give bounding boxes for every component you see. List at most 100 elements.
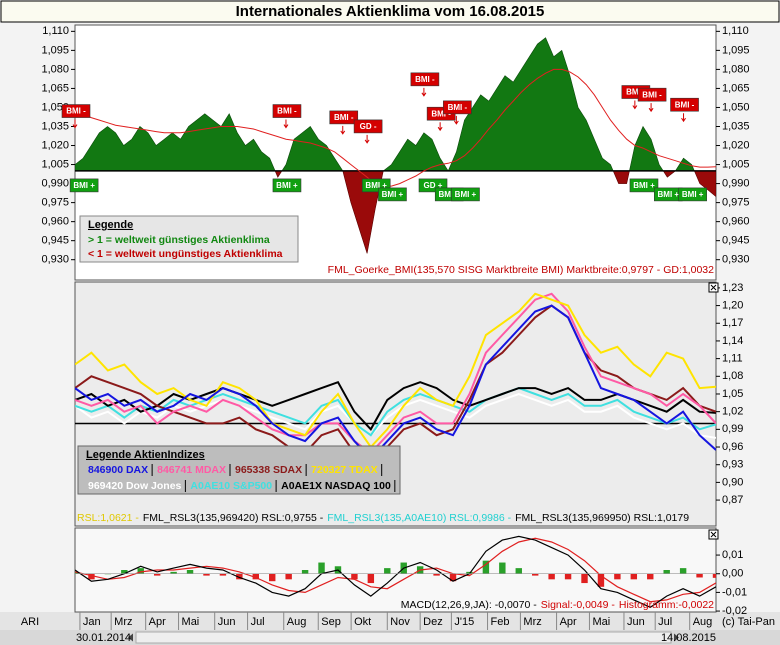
histogram-bar [712, 573, 716, 578]
legend-item: 965338 SDAX [235, 464, 302, 476]
series-line [75, 535, 716, 608]
scroll-track[interactable] [135, 631, 672, 644]
x-tick-label: Aug [693, 616, 713, 628]
x-tick-label: Jul [658, 616, 672, 628]
y-tick-label: 0,975 [722, 197, 750, 209]
legend-item: > 1 = weltweit günstiges Aktienklima [88, 234, 270, 246]
series-line [75, 292, 716, 455]
y-tick-label: 0,945 [722, 235, 750, 247]
y-tick-label: 0,930 [722, 254, 750, 266]
y-tick-label: 1,20 [722, 299, 743, 311]
histogram-bar [630, 573, 638, 580]
y-tick-label: 0,960 [41, 216, 69, 228]
y-tick-label: 1,05 [722, 388, 743, 400]
signal-box [678, 187, 707, 202]
series-line [75, 292, 716, 449]
signal-label: BMI - [626, 88, 646, 97]
y-tick-label: 1,020 [722, 139, 750, 151]
plot-layer [75, 292, 716, 467]
signal-label: BMI + [276, 181, 298, 190]
histogram-bar [449, 573, 457, 582]
area-positive [75, 37, 716, 171]
signal-label: BMI + [438, 190, 460, 199]
range-end: 14.08.2015 [661, 632, 716, 644]
signal-arrow [364, 134, 370, 144]
status-part: MACD(12,26,9,JA): -0,0070 - [401, 599, 537, 611]
y-tick-label: 1,080 [41, 63, 69, 75]
x-tick-label: Dez [423, 616, 443, 628]
x-tick-label: J'15 [454, 616, 474, 628]
y-tick-label: 1,11 [722, 353, 743, 365]
legend-item: 846741 MDAX [157, 464, 226, 476]
signal-arrow [681, 113, 686, 123]
histogram-bar [219, 573, 227, 576]
y-tick-label: -0,02 [722, 605, 747, 617]
y-tick-label: 1,23 [722, 282, 743, 294]
signal-arrow [632, 100, 638, 110]
series-line [75, 537, 716, 603]
signal-label: BMI - [642, 90, 662, 99]
status-part: FML_RSL3(135,969420) RSL:0,9755 - [143, 512, 324, 524]
y-tick-label: 1,17 [722, 317, 743, 329]
legend-item: 846900 DAX [88, 464, 148, 476]
histogram-bar [170, 571, 177, 574]
y-tick-label: 1,005 [722, 158, 750, 170]
y-tick-label: 1,02 [722, 406, 743, 418]
signal-label: BMI + [365, 181, 387, 190]
y-tick-label: 0,990 [41, 177, 69, 189]
histogram-bar [285, 573, 292, 580]
average-line [75, 68, 716, 187]
signal-box [353, 119, 383, 134]
footer-left: ARI [21, 616, 39, 628]
signal-label: BMI - [448, 103, 468, 112]
y-tick-label: 0,990 [722, 177, 750, 189]
y-tick-label: 0,945 [41, 235, 69, 247]
legend-box [79, 215, 299, 263]
histogram-bar [597, 573, 605, 587]
y-tick-label: 0,930 [41, 254, 69, 266]
x-axis-bar [0, 612, 780, 630]
signal-box [69, 178, 99, 193]
histogram-bar [269, 573, 276, 582]
area-negative [75, 170, 716, 254]
y-tick-label: 1,005 [41, 158, 69, 170]
histogram-bar [564, 573, 572, 580]
x-tick-label: Mai [182, 616, 200, 628]
range-start: 30.01.2014 [76, 632, 131, 644]
legend-title: Legende AktienIndizes [86, 449, 205, 461]
signal-label: BMI - [334, 113, 354, 122]
series-line [75, 380, 716, 431]
x-tick-label: Okt [354, 616, 371, 628]
x-tick-label: Jun [218, 616, 236, 628]
plot-area [74, 527, 717, 613]
x-tick-label: Jan [83, 616, 101, 628]
series-line [75, 304, 716, 461]
signal-arrow [283, 119, 289, 129]
y-tick-label: 1,095 [41, 44, 69, 56]
chart-title: Internationales Aktienklima vom 16.08.20… [236, 3, 545, 20]
signal-label: BMI + [682, 190, 704, 199]
x-tick-label: Feb [491, 616, 510, 628]
close-icon[interactable] [708, 529, 719, 540]
signal-label: BMI + [73, 181, 95, 190]
legend-item: A0AE10 S&P500 [190, 480, 272, 492]
signal-label: BMI - [431, 109, 451, 118]
status-text: MACD(12,26,9,JA): -0,0070 - Signal:-0,004… [401, 599, 714, 611]
histogram-bar [614, 573, 621, 580]
y-tick-label: 1,020 [41, 139, 69, 151]
y-tick-label: 0,01 [722, 549, 743, 561]
y-tick-label: 1,14 [722, 335, 743, 347]
signal-label: BMI - [66, 107, 86, 116]
signal-label: BMI + [382, 190, 404, 199]
y-tick-label: 1,035 [722, 120, 750, 132]
y-tick-label: 1,110 [42, 25, 69, 37]
status-part: RSL:1,0621 - [77, 512, 139, 524]
close-icon[interactable] [708, 282, 719, 293]
signal-box [629, 178, 659, 193]
signal-box [272, 178, 302, 193]
histogram-bar [499, 562, 506, 574]
plot-layer [75, 535, 716, 608]
signal-arrow [648, 103, 654, 113]
